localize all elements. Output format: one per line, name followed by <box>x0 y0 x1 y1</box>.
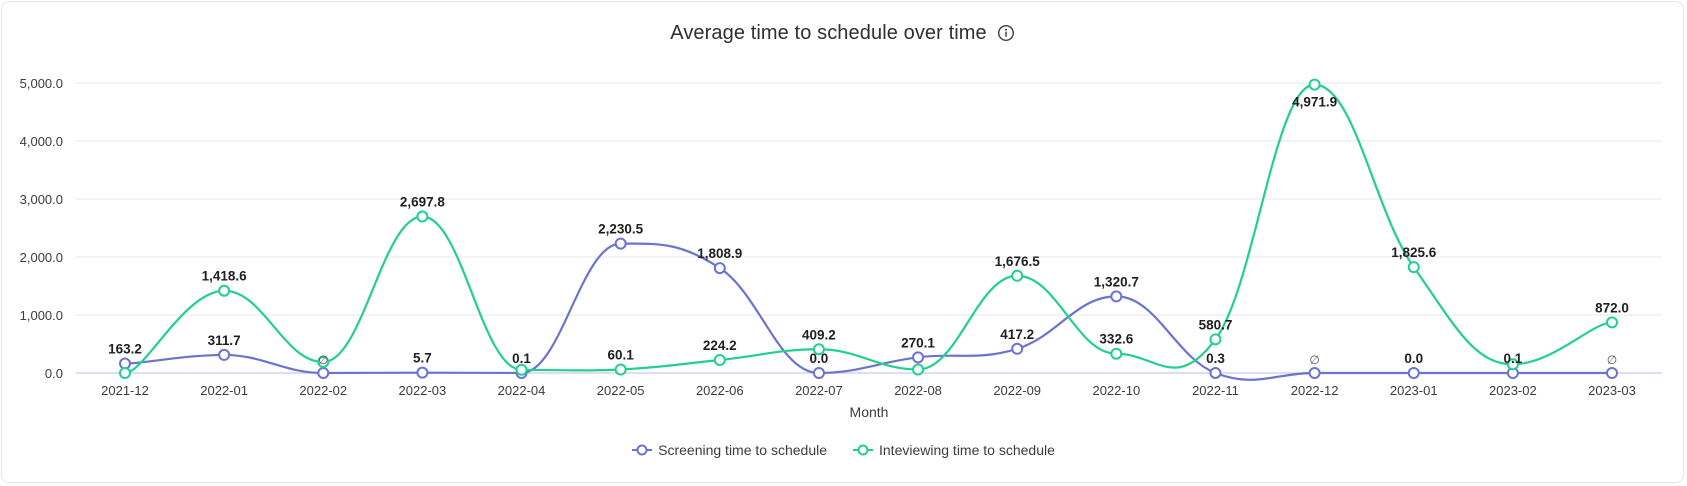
data-point[interactable] <box>1407 367 1420 379</box>
data-point[interactable] <box>416 366 429 379</box>
data-point[interactable] <box>912 363 925 376</box>
data-point[interactable] <box>912 351 925 364</box>
x-tick-label: 2022-05 <box>597 383 645 398</box>
interviewing-line <box>124 83 1613 375</box>
chart-header: Average time to schedule over time <box>2 18 1683 48</box>
x-tick-label: 2022-08 <box>894 383 942 398</box>
data-point[interactable] <box>515 363 528 376</box>
data-point[interactable] <box>416 210 429 223</box>
data-value-label: 417.2 <box>1000 327 1034 342</box>
x-axis: 2021-12 2022-01 2022-02 2022-03 2022-04 2022-… <box>101 383 1636 398</box>
x-tick-label: 2022-04 <box>498 383 546 398</box>
data-point[interactable] <box>1011 342 1024 355</box>
null-value-label: ∅ <box>1607 353 1617 367</box>
x-tick-label: 2022-03 <box>399 383 447 398</box>
data-point[interactable] <box>1011 269 1024 282</box>
data-point[interactable] <box>614 363 627 376</box>
x-tick-label: 2022-02 <box>299 383 347 398</box>
info-circle-icon[interactable] <box>997 24 1015 42</box>
data-point[interactable] <box>614 237 627 250</box>
data-value-label: 1,418.6 <box>202 269 248 284</box>
data-value-label: 2,230.5 <box>598 222 644 237</box>
data-point[interactable] <box>1606 316 1618 329</box>
data-point[interactable] <box>119 367 131 379</box>
data-point[interactable] <box>1110 347 1123 360</box>
data-value-label: 60.1 <box>608 348 635 363</box>
data-point[interactable] <box>1209 333 1222 346</box>
data-point[interactable] <box>218 284 231 297</box>
data-value-label: 1,808.9 <box>697 246 742 261</box>
data-value-label: 0.0 <box>810 351 829 366</box>
data-value-label: 311.7 <box>208 333 241 348</box>
x-tick-label: 2022-01 <box>200 383 248 398</box>
legend-label-screening: Screening time to schedule <box>658 442 827 458</box>
null-value-label: ∅ <box>1309 353 1319 367</box>
data-point[interactable] <box>1407 261 1420 274</box>
data-point[interactable] <box>1606 367 1618 379</box>
y-tick-label: 5,000.0 <box>20 76 63 91</box>
data-point[interactable] <box>1506 358 1519 371</box>
gridlines <box>76 82 1662 374</box>
legend-label-interviewing: Inteviewing time to schedule <box>879 442 1055 458</box>
y-axis: 0.0 1,000.0 2,000.0 3,000.0 4,000.0 5,000.0 <box>20 76 63 381</box>
x-tick-label: 2023-03 <box>1588 383 1636 398</box>
data-value-label: 332.6 <box>1099 332 1133 347</box>
data-value-label: 1,676.5 <box>995 254 1041 269</box>
data-point[interactable] <box>812 343 825 356</box>
data-value-label: 224.2 <box>703 338 737 353</box>
data-point[interactable] <box>317 355 330 368</box>
data-point[interactable] <box>1308 78 1321 91</box>
data-value-label: 409.2 <box>802 327 836 342</box>
legend: Screening time to schedule Inteviewing t… <box>0 442 1687 458</box>
data-value-label: 5.7 <box>413 351 432 366</box>
data-point[interactable] <box>812 367 825 379</box>
data-point[interactable] <box>713 262 726 275</box>
data-value-label: 0.1 <box>1503 351 1522 366</box>
data-value-label: 1,320.7 <box>1094 274 1139 289</box>
x-tick-label: 2022-06 <box>696 383 744 398</box>
data-point[interactable] <box>1209 366 1222 379</box>
x-tick-label: 2022-09 <box>993 383 1041 398</box>
data-point[interactable] <box>1308 367 1321 379</box>
x-tick-label: 2022-10 <box>1092 383 1140 398</box>
series-lines <box>124 83 1613 381</box>
data-point[interactable] <box>218 348 231 361</box>
data-value-label: 580.7 <box>1199 317 1233 332</box>
x-tick-label: 2022-12 <box>1291 383 1339 398</box>
data-point[interactable] <box>1110 290 1123 303</box>
x-tick-label: 2023-02 <box>1489 383 1537 398</box>
data-value-label: 163.2 <box>108 342 142 357</box>
data-value-label: 0.1 <box>512 351 531 366</box>
x-tick-label: 2022-07 <box>795 383 843 398</box>
x-tick-label: 2022-11 <box>1192 383 1239 398</box>
data-value-label: 1,825.6 <box>1391 245 1437 260</box>
data-value-label: 0.3 <box>1206 351 1225 366</box>
legend-marker-screening-icon <box>632 443 653 457</box>
screening-line <box>124 242 1613 381</box>
data-points <box>119 78 1618 379</box>
legend-item-screening[interactable]: Screening time to schedule <box>632 442 827 458</box>
data-value-label: 4,971.9 <box>1292 95 1337 110</box>
null-value-label: ∅ <box>318 353 328 367</box>
x-tick-label: 2021-12 <box>101 383 149 398</box>
data-labels: 163.2 311.7 ∅ 5.7 0.1 2,230.5 1,808.9 0.0 270.1 4… <box>108 95 1629 367</box>
data-point[interactable] <box>317 367 330 379</box>
y-tick-label: 3,000.0 <box>20 192 63 207</box>
x-axis-title: Month <box>850 404 889 420</box>
legend-item-interviewing[interactable]: Inteviewing time to schedule <box>853 442 1055 458</box>
y-tick-label: 0.0 <box>45 366 63 381</box>
data-value-label: 270.1 <box>901 335 935 350</box>
y-tick-label: 4,000.0 <box>20 134 63 149</box>
legend-marker-interviewing-icon <box>853 443 873 457</box>
x-tick-label: 2023-01 <box>1390 383 1438 398</box>
chart-title: Average time to schedule over time <box>670 21 987 44</box>
data-value-label: 2,697.8 <box>400 195 446 210</box>
y-tick-label: 2,000.0 <box>20 250 63 265</box>
data-value-label: 872.0 <box>1595 300 1629 315</box>
y-tick-label: 1,000.0 <box>20 308 63 323</box>
data-value-label: 0.0 <box>1404 351 1423 366</box>
data-point[interactable] <box>713 353 726 366</box>
